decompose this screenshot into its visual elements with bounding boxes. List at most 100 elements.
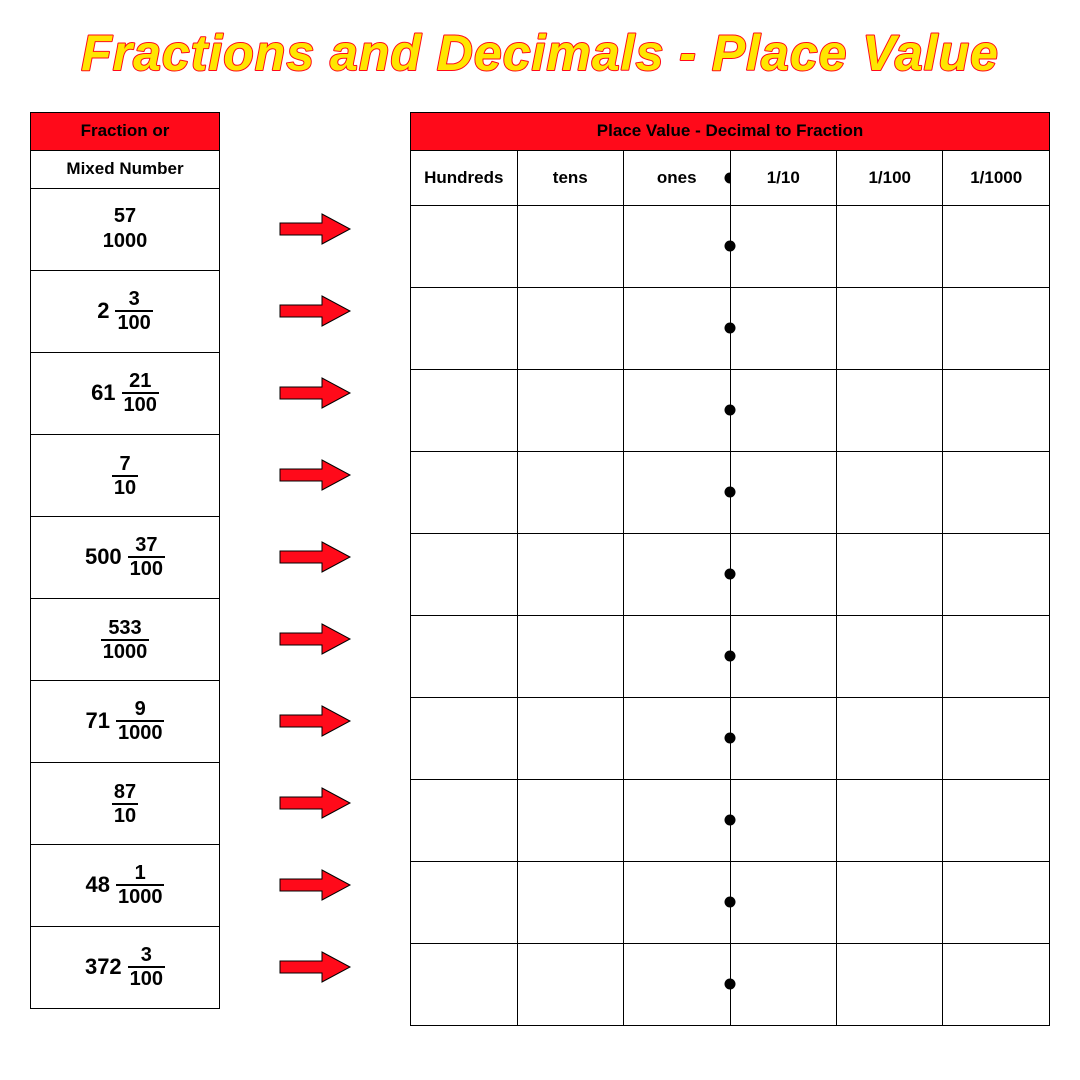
page-title: Fractions and Decimals - Place Value (30, 24, 1050, 94)
pv-cell (624, 451, 730, 533)
pv-cell (943, 943, 1050, 1025)
whole-part: 372 (85, 956, 122, 978)
fraction-part: 710 (112, 454, 138, 498)
pv-cell (836, 697, 942, 779)
fraction-part: 11000 (116, 863, 165, 907)
mixed-number: 500 37100 (85, 535, 165, 579)
pv-cell (730, 451, 836, 533)
pv-cell (517, 861, 623, 943)
fraction-part: 3100 (128, 945, 165, 989)
fraction-cell: 5331000 (31, 598, 220, 680)
pv-column-header: 1/10 (730, 150, 836, 205)
pv-cell (517, 533, 623, 615)
pv-cell (730, 533, 836, 615)
pv-cell (411, 943, 518, 1025)
pv-cell (943, 451, 1050, 533)
pv-cell (517, 451, 623, 533)
pv-row (411, 287, 1050, 369)
mixed-number: 8710 (112, 782, 138, 826)
pv-cell (943, 779, 1050, 861)
fraction-cell: 710 (31, 434, 220, 516)
arrow-icon (220, 844, 410, 926)
pv-cell (517, 697, 623, 779)
mixed-number: 710 (112, 454, 138, 498)
fraction-cell: 48 11000 (31, 844, 220, 926)
pv-cell (943, 205, 1050, 287)
arrow-icon (220, 188, 410, 270)
fraction-part: 5331000 (101, 618, 150, 662)
fraction-part: 8710 (112, 782, 138, 826)
pv-cell (411, 861, 518, 943)
pv-row (411, 451, 1050, 533)
pv-cell (836, 533, 942, 615)
arrow-icon (220, 434, 410, 516)
pv-cell (943, 369, 1050, 451)
pv-cell (411, 697, 518, 779)
arrow-icon (220, 270, 410, 352)
arrow-icon (220, 926, 410, 1008)
pv-cell (411, 205, 518, 287)
whole-part: 2 (97, 300, 109, 322)
arrow-icon (220, 352, 410, 434)
whole-part: 500 (85, 546, 122, 568)
pv-cell (517, 943, 623, 1025)
pv-cell (411, 615, 518, 697)
pv-column-header: 1/1000 (943, 150, 1050, 205)
whole-part: 61 (91, 382, 115, 404)
pv-cell (836, 205, 942, 287)
pv-cell (517, 615, 623, 697)
fraction-part: 3100 (115, 289, 152, 333)
mixed-number: 71 91000 (86, 699, 165, 743)
pv-cell (624, 533, 730, 615)
pv-cell (624, 615, 730, 697)
pv-cell (943, 615, 1050, 697)
fraction-cell: 2 3100 (31, 270, 220, 352)
arrow-icon (220, 516, 410, 598)
fraction-table: Fraction or Mixed Number 571000231006121… (30, 112, 220, 1009)
pv-cell (624, 861, 730, 943)
pv-cell (624, 943, 730, 1025)
pv-cell (730, 205, 836, 287)
arrow-icon (220, 680, 410, 762)
pv-row (411, 615, 1050, 697)
pv-cell (730, 861, 836, 943)
pv-cell (517, 287, 623, 369)
fraction-part: 21100 (122, 371, 159, 415)
pv-cell (517, 779, 623, 861)
fraction-cell: 372 3100 (31, 926, 220, 1008)
fraction-cell: 8710 (31, 762, 220, 844)
pv-caption: Place Value - Decimal to Fraction (411, 112, 1050, 150)
pv-cell (943, 287, 1050, 369)
pv-cell (411, 533, 518, 615)
fraction-part: 91000 (116, 699, 165, 743)
pv-cell (730, 615, 836, 697)
fraction-part: 37100 (128, 535, 165, 579)
pv-cell (517, 369, 623, 451)
pv-cell (624, 369, 730, 451)
pv-cell (836, 615, 942, 697)
pv-cell (730, 779, 836, 861)
whole-part: 71 (86, 710, 110, 732)
fraction-table-header-2: Mixed Number (31, 150, 220, 188)
pv-cell (730, 287, 836, 369)
pv-cell (730, 943, 836, 1025)
pv-cell (624, 779, 730, 861)
fraction-cell: 71 91000 (31, 680, 220, 762)
pv-cell (836, 287, 942, 369)
place-value-table: Place Value - Decimal to Fraction Hundre… (410, 112, 1050, 1026)
pv-row (411, 779, 1050, 861)
fraction-cell: 571000 (31, 188, 220, 270)
pv-cell (730, 697, 836, 779)
worksheet-content: Fraction or Mixed Number 571000231006121… (30, 112, 1050, 1026)
pv-cell (624, 697, 730, 779)
pv-cell (411, 779, 518, 861)
pv-cell (836, 861, 942, 943)
mixed-number: 5331000 (101, 618, 150, 662)
fraction-cell: 61 21100 (31, 352, 220, 434)
arrow-icon (220, 598, 410, 680)
whole-part: 48 (86, 874, 110, 896)
pv-column-header: Hundreds (411, 150, 518, 205)
pv-cell (943, 861, 1050, 943)
pv-row (411, 533, 1050, 615)
pv-row (411, 861, 1050, 943)
